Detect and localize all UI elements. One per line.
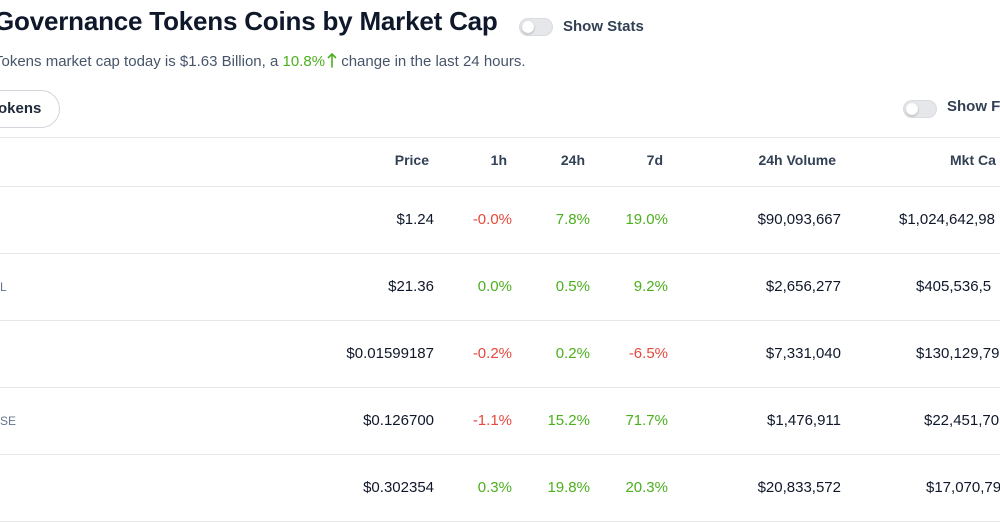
col-header-price[interactable]: Price — [394, 152, 429, 168]
change-1h-cell: 0.3% — [477, 479, 512, 496]
show-fully-diluted-toggle[interactable] — [903, 100, 937, 118]
mkt-cap-cell: $405,536,5 — [916, 278, 992, 295]
change-1h-cell: -0.0% — [472, 211, 512, 228]
divider — [0, 137, 1000, 138]
price-cell: $0.01599187 — [346, 345, 434, 362]
toggle-knob — [906, 103, 918, 115]
divider — [0, 186, 1000, 187]
divider — [0, 454, 1000, 455]
summary-prefix: Tokens market cap today is $1.63 Billion… — [0, 53, 283, 70]
change-24h-cell: 19.8% — [547, 479, 590, 496]
change-1h-cell: 0.0% — [477, 278, 512, 295]
show-stats-label: Show Stats — [563, 18, 644, 35]
col-header-mkt-cap[interactable]: Mkt Ca — [950, 152, 996, 168]
price-cell: $0.302354 — [363, 479, 434, 496]
divider — [0, 320, 1000, 321]
col-header-24h[interactable]: 24h — [560, 152, 585, 168]
price-cell: $21.36 — [388, 278, 434, 295]
volume-cell: $20,833,572 — [757, 479, 841, 496]
change-1h-cell: -0.2% — [472, 345, 512, 362]
arrow-up-icon — [327, 53, 337, 68]
summary-suffix: change in the last 24 hours. — [337, 53, 526, 70]
volume-cell: $7,331,040 — [765, 345, 841, 362]
mkt-cap-cell: $130,129,79 — [916, 345, 1000, 362]
volume-cell: $1,476,911 — [767, 412, 841, 429]
divider — [0, 521, 1000, 522]
coin-symbol: SE — [0, 414, 17, 428]
show-stats-toggle[interactable] — [519, 18, 553, 36]
price-cell: $0.126700 — [363, 412, 434, 429]
change-7d-cell: 9.2% — [633, 278, 668, 295]
change-24h-cell: 0.5% — [555, 278, 590, 295]
change-7d-cell: 71.7% — [625, 412, 668, 429]
col-header-1h[interactable]: 1h — [490, 152, 507, 168]
mkt-cap-cell: $17,070,79 — [926, 479, 1000, 496]
col-header-24h-volume[interactable]: 24h Volume — [758, 152, 836, 168]
divider — [0, 387, 1000, 388]
mkt-cap-cell: $1,024,642,98 — [899, 211, 995, 228]
divider — [0, 253, 1000, 254]
volume-cell: $90,093,667 — [757, 211, 841, 228]
market-summary: Tokens market cap today is $1.63 Billion… — [0, 52, 526, 70]
coin-symbol: L — [0, 280, 7, 294]
change-24h-cell: 0.2% — [555, 345, 590, 362]
volume-cell: $2,656,277 — [765, 278, 841, 295]
change-24h-cell: 7.8% — [555, 211, 590, 228]
summary-change: 10.8% — [282, 53, 326, 70]
change-1h-cell: -1.1% — [472, 412, 512, 429]
category-filter-button[interactable]: okens — [0, 90, 60, 128]
price-cell: $1.24 — [396, 211, 434, 228]
col-header-7d[interactable]: 7d — [646, 152, 663, 168]
page-title: Governance Tokens Coins by Market Cap — [0, 6, 498, 36]
change-7d-cell: 19.0% — [625, 211, 668, 228]
mkt-cap-cell: $22,451,70 — [924, 412, 1000, 429]
change-24h-cell: 15.2% — [547, 412, 590, 429]
change-7d-cell: 20.3% — [625, 479, 668, 496]
show-fully-diluted-label: Show F — [947, 98, 1000, 115]
toggle-knob — [522, 21, 534, 33]
change-7d-cell: -6.5% — [628, 345, 668, 362]
